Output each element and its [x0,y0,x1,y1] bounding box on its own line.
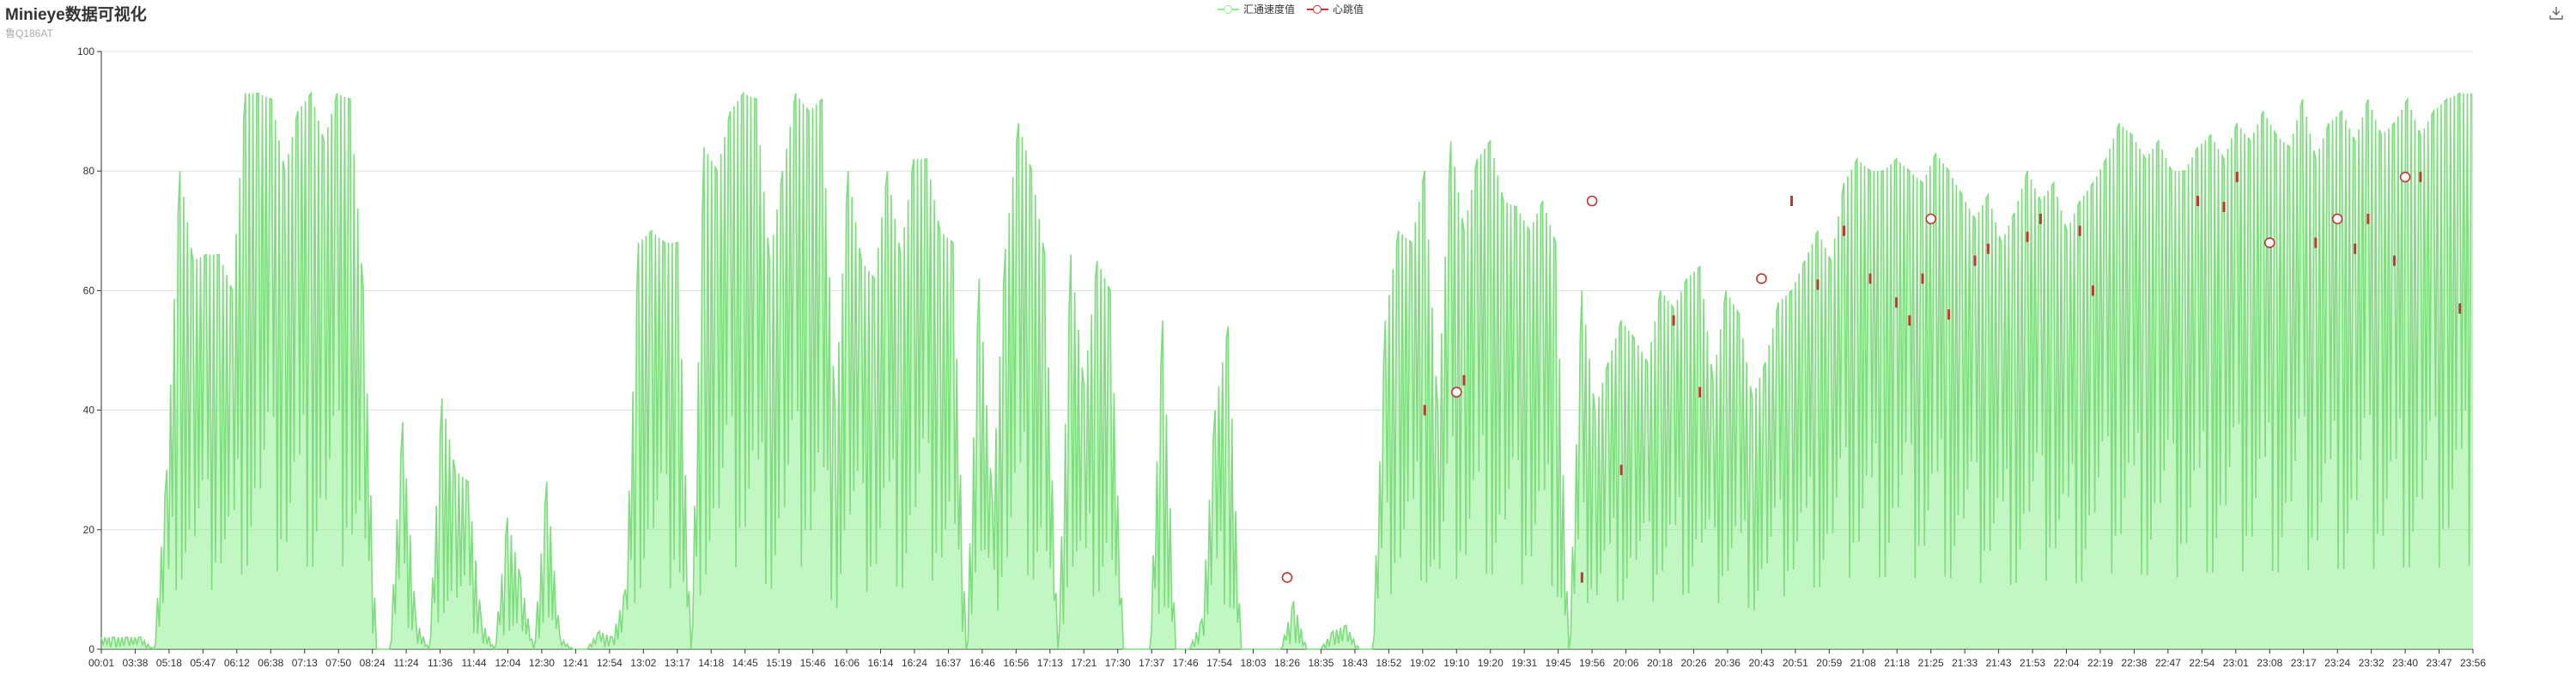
x-tick-label: 16:24 [902,657,927,669]
x-tick-label: 22:19 [2087,657,2113,669]
x-tick-label: 17:37 [1139,657,1164,669]
x-tick-label: 21:08 [1850,657,1876,669]
x-tick-label: 20:06 [1613,657,1639,669]
x-tick-label: 16:46 [969,657,995,669]
x-tick-label: 21:25 [1918,657,1944,669]
x-tick-label: 18:26 [1274,657,1300,669]
x-tick-label: 21:43 [1986,657,2012,669]
x-tick-label: 05:47 [190,657,216,669]
x-tick-label: 20:18 [1647,657,1673,669]
heartbeat-marker [2331,213,2343,225]
heartbeat-marker [1756,273,1767,284]
y-tick-label: 40 [83,404,95,416]
x-tick-label: 12:54 [597,657,623,669]
x-tick-label: 14:45 [732,657,758,669]
x-tick-label: 18:52 [1376,657,1401,669]
x-tick-label: 20:51 [1783,657,1808,669]
x-tick-label: 00:01 [88,657,114,669]
legend-label-speed: 汇通速度值 [1243,3,1296,15]
x-tick-label: 23:01 [2223,657,2249,669]
x-tick-label: 14:18 [698,657,724,669]
x-tick-label: 16:06 [834,657,860,669]
x-tick-label: 11:24 [394,657,419,669]
x-tick-label: 21:33 [1952,657,1978,669]
y-tick-label: 60 [83,284,95,296]
heartbeat-marker [2263,237,2275,249]
x-tick-label: 19:20 [1478,657,1504,669]
x-tick-label: 23:32 [2359,657,2385,669]
chart-title: Minieye数据可视化 [5,6,147,24]
x-tick-label: 22:47 [2155,657,2181,669]
heartbeat-marker [2399,171,2411,183]
x-tick-label: 20:26 [1680,657,1706,669]
x-tick-label: 06:38 [258,657,283,669]
x-tick-label: 16:14 [867,657,893,669]
heartbeat-marker [1281,572,1293,583]
x-tick-label: 08:24 [360,657,386,669]
x-tick-label: 20:36 [1715,657,1741,669]
x-tick-label: 18:35 [1308,657,1334,669]
x-tick-label: 17:46 [1173,657,1199,669]
legend-item-heartbeat[interactable]: 心跳值 [1307,2,1364,16]
heartbeat-marker [1450,386,1462,398]
legend-marker-heartbeat [1307,3,1329,15]
x-tick-label: 17:21 [1071,657,1097,669]
x-tick-label: 20:43 [1748,657,1774,669]
speed-series-line [100,91,2472,652]
legend-item-speed[interactable]: 汇通速度值 [1218,2,1295,16]
x-tick-label: 07:13 [292,657,318,669]
y-tick-label: 0 [88,643,94,655]
x-tick-label: 17:13 [1037,657,1063,669]
y-tick-label: 20 [83,524,95,536]
x-tick-label: 11:44 [461,657,486,669]
legend-marker-speed [1218,3,1239,15]
x-tick-label: 12:41 [562,657,588,669]
x-tick-label: 23:47 [2427,657,2452,669]
x-tick-label: 05:18 [156,657,182,669]
x-tick-label: 17:54 [1206,657,1232,669]
x-tick-label: 23:40 [2392,657,2418,669]
x-tick-label: 23:17 [2291,657,2317,669]
x-tick-label: 18:43 [1342,657,1368,669]
y-tick-label: 80 [83,165,95,177]
x-tick-label: 20:59 [1816,657,1842,669]
x-tick-label: 21:18 [1884,657,1910,669]
x-tick-label: 16:37 [935,657,961,669]
x-tick-label: 06:12 [224,657,250,669]
x-tick-label: 23:08 [2257,657,2282,669]
download-icon[interactable] [2549,5,2564,21]
heartbeat-marker [1925,213,1936,225]
x-tick-label: 16:56 [1003,657,1029,669]
x-tick-label: 13:17 [665,657,690,669]
x-tick-label: 03:38 [122,657,148,669]
x-tick-label: 13:02 [630,657,656,669]
x-tick-label: 07:50 [325,657,351,669]
x-tick-label: 23:24 [2324,657,2350,669]
x-tick-label: 17:30 [1105,657,1131,669]
x-tick-label: 22:04 [2053,657,2079,669]
x-tick-label: 19:02 [1410,657,1436,669]
x-tick-label: 12:30 [529,657,555,669]
heartbeat-marker [1586,195,1598,207]
legend-label-heartbeat: 心跳值 [1333,3,1364,15]
x-tick-label: 19:56 [1579,657,1605,669]
x-tick-label: 19:45 [1546,657,1571,669]
x-tick-label: 12:04 [495,657,520,669]
x-tick-label: 21:53 [2020,657,2045,669]
x-tick-label: 15:46 [800,657,826,669]
x-tick-label: 23:56 [2460,657,2486,669]
x-tick-label: 19:10 [1443,657,1469,669]
x-tick-label: 11:36 [428,657,453,669]
x-tick-label: 22:38 [2121,657,2147,669]
y-tick-label: 100 [77,46,94,58]
x-tick-label: 18:03 [1241,657,1267,669]
x-tick-label: 22:54 [2189,657,2215,669]
chart-subtitle: 鲁Q186AT [5,27,53,40]
x-tick-label: 15:19 [766,657,792,669]
x-tick-label: 19:31 [1511,657,1537,669]
chart-legend: 汇通速度值 心跳值 [1218,2,1364,16]
